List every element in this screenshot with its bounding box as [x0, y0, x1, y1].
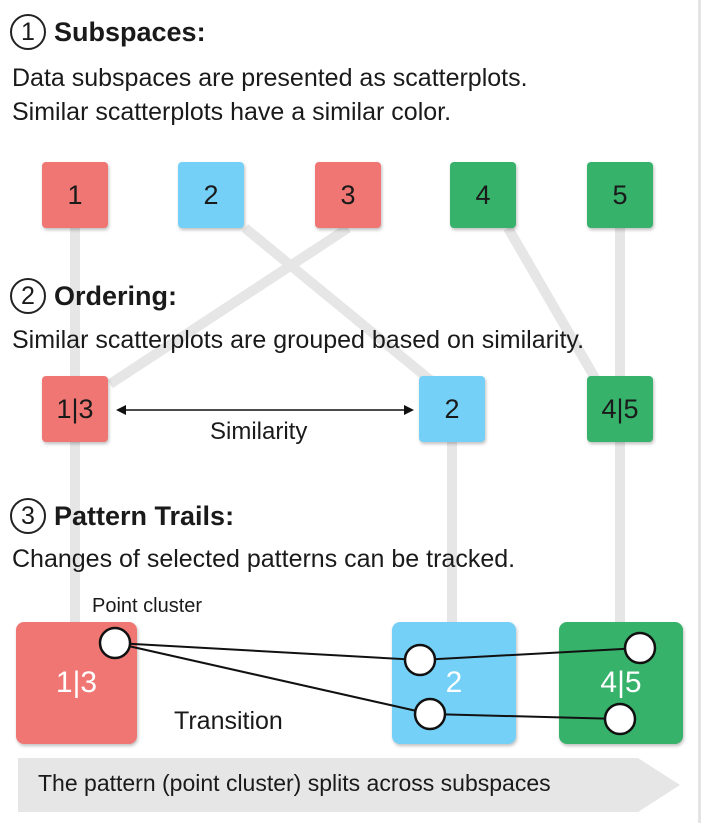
point-cluster-label: Point cluster	[92, 595, 203, 617]
ordered-box-2: 2	[419, 376, 485, 442]
right-border	[698, 0, 701, 823]
subspaces-description-line-2: Similar scatterplots have a similar colo…	[12, 98, 452, 126]
point-cluster-node	[98, 626, 132, 660]
subspace-box-4: 4	[450, 162, 516, 228]
footer-arrow	[18, 758, 680, 812]
heading-title: Subspaces:	[54, 16, 206, 47]
subspace-box-5: 5	[587, 162, 653, 228]
subspace-box-1: 1	[42, 162, 108, 228]
trail-box-2: 2	[392, 622, 516, 744]
step-number-circle: 2	[10, 278, 46, 314]
similarity-label: Similarity	[210, 418, 308, 445]
footer-caption: The pattern (point cluster) splits acros…	[38, 770, 551, 796]
ordered-box-4-5: 4|5	[587, 376, 653, 442]
subspace-box-2: 2	[178, 162, 244, 228]
heading-ordering: 2 Ordering:	[10, 276, 177, 316]
heading-pattern-trails: 3 Pattern Trails:	[10, 496, 234, 536]
point-cluster-node	[403, 643, 437, 677]
ordered-box-1-3: 1|3	[42, 376, 108, 442]
point-cluster-node	[413, 697, 447, 731]
pattern-trails-description: Changes of selected patterns can be trac…	[12, 545, 516, 573]
point-cluster-node	[603, 702, 637, 736]
heading-subspaces: 1 Subspaces:	[10, 12, 206, 52]
subspaces-description-line-1: Data subspaces are presented as scatterp…	[12, 64, 528, 92]
heading-title: Pattern Trails:	[54, 500, 235, 531]
heading-title: Ordering:	[54, 280, 178, 311]
step-number-circle: 3	[10, 498, 46, 534]
transition-label: Transition	[174, 707, 283, 735]
subspace-box-3: 3	[315, 162, 381, 228]
point-cluster-node	[623, 631, 657, 665]
step-number-circle: 1	[10, 14, 46, 50]
ordering-description: Similar scatterplots are grouped based o…	[12, 326, 585, 354]
